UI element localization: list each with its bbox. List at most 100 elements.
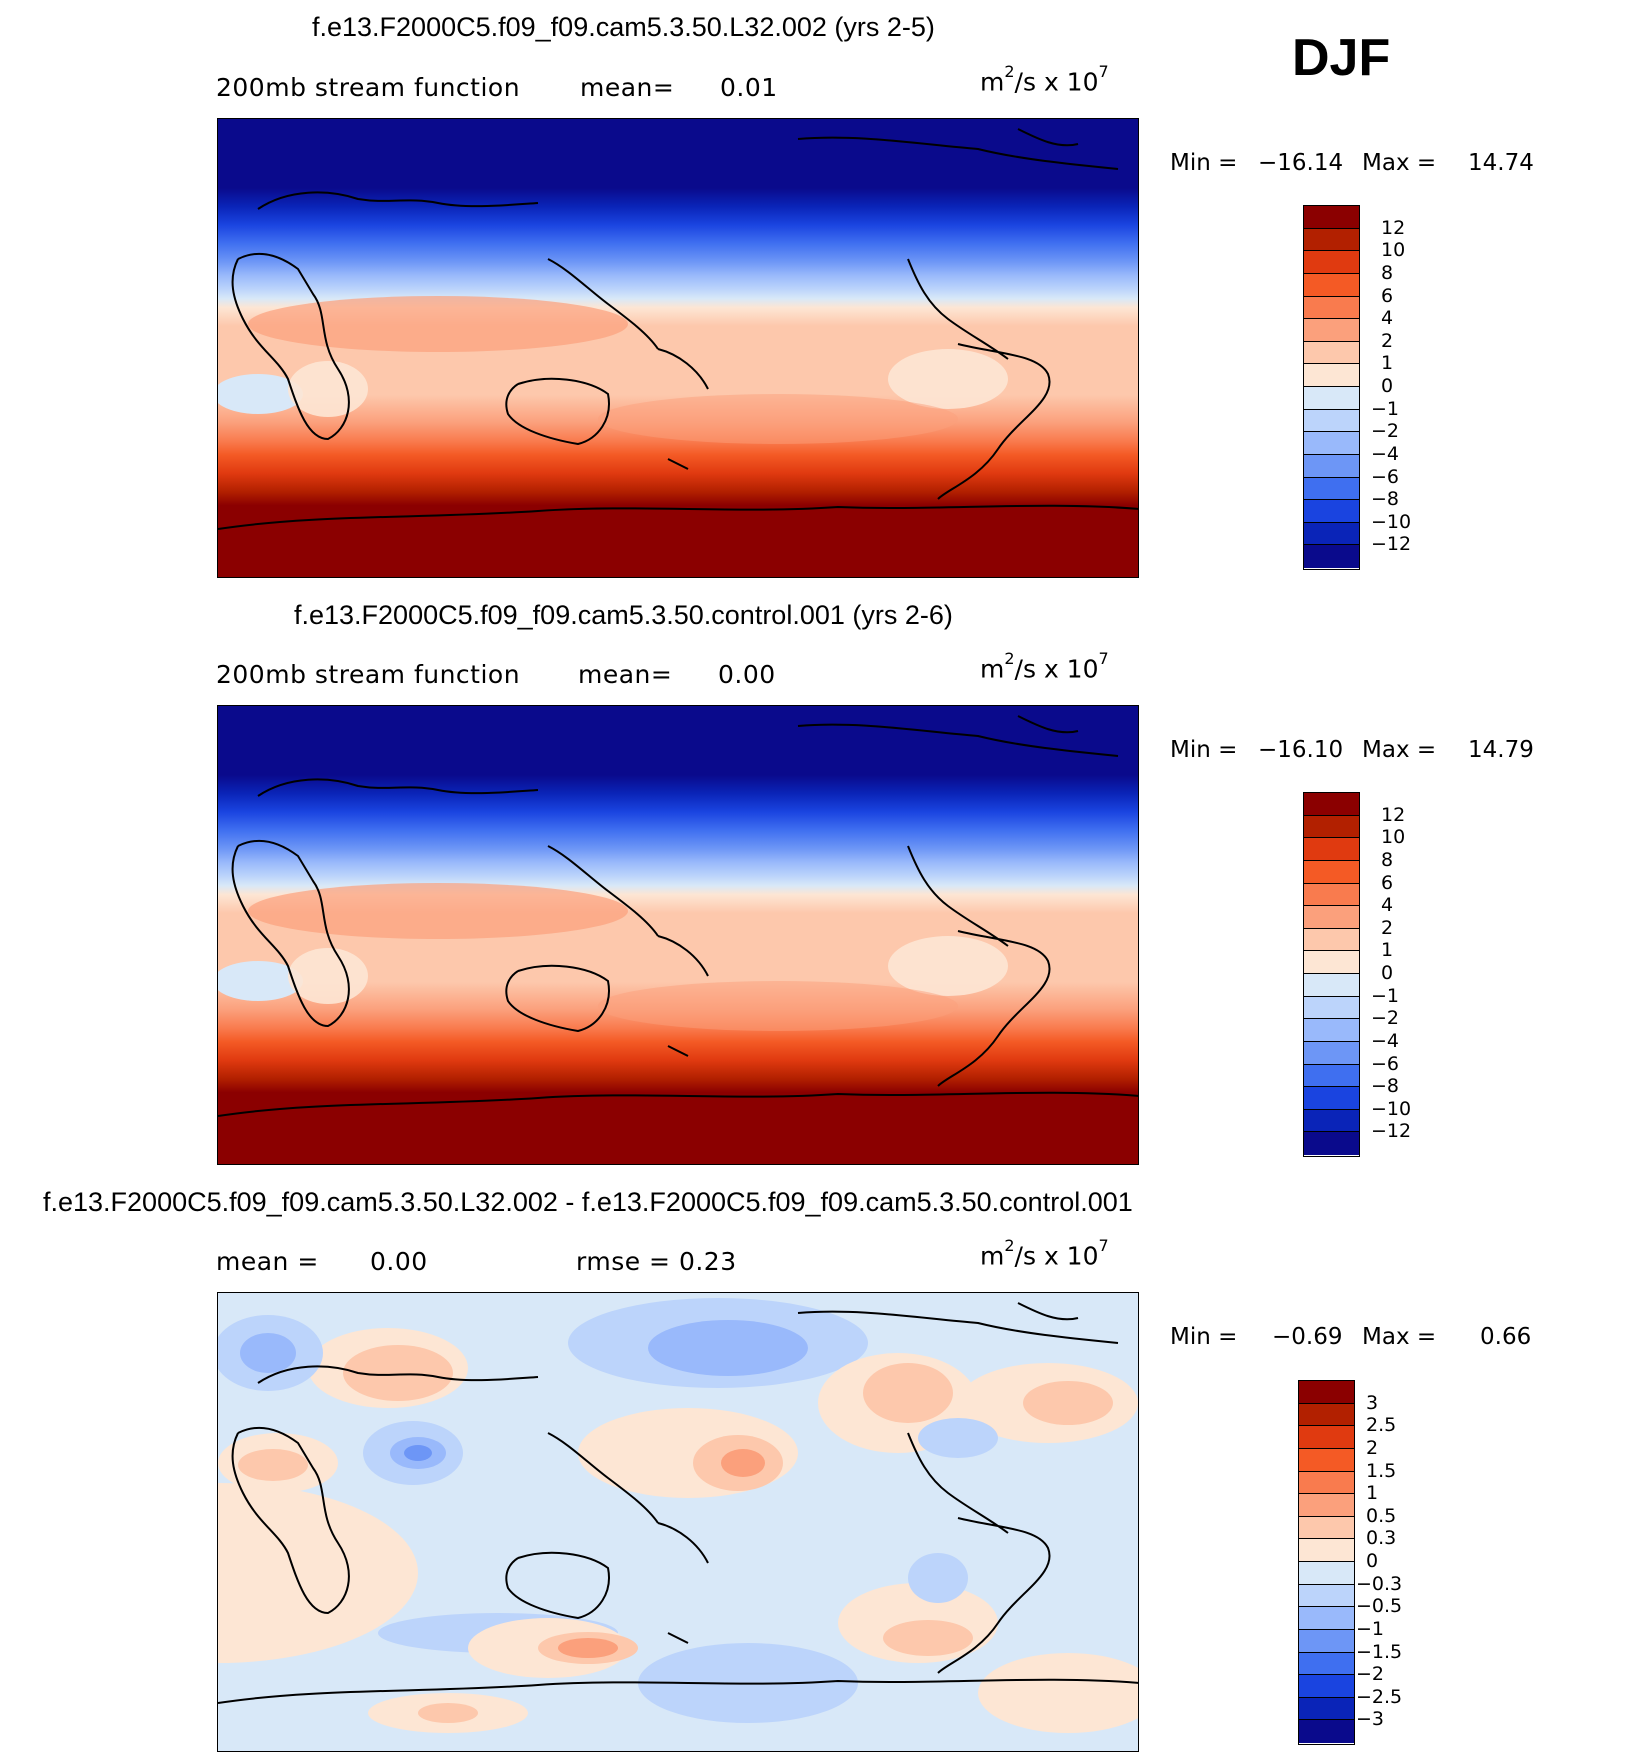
colorbar-segment xyxy=(1304,341,1359,365)
colorbar-segment xyxy=(1304,432,1359,455)
colorbar-tick-label: −6 xyxy=(1371,465,1400,488)
colorbar-tick-label: −0.3 xyxy=(1356,1572,1403,1595)
colorbar-tick-label: 0 xyxy=(1381,962,1394,984)
colorbar-segment xyxy=(1304,996,1359,1020)
panel-3-units: m2/s x 107 xyxy=(980,1236,1109,1271)
panel-2-mean-label: mean= xyxy=(578,660,673,689)
colorbar-tick-label: 1 xyxy=(1381,352,1394,375)
colorbar-tick-label: 0 xyxy=(1381,375,1394,397)
colorbar-tick-label: 4 xyxy=(1381,307,1394,330)
colorbar-segment xyxy=(1304,273,1359,297)
colorbar-segment xyxy=(1304,815,1359,839)
panel-2-map xyxy=(217,705,1139,1165)
panel-2-title: f.e13.F2000C5.f09_f09.cam5.3.50.control.… xyxy=(294,600,953,630)
panel-2-colorbar-labels: 12 10 8 6 4 2 1 0 −1 −2 −4 −6 −8 −10 −12 xyxy=(1371,792,1461,1157)
colorbar-segment xyxy=(1304,1041,1359,1065)
panel-3-mean-label: mean = xyxy=(216,1247,319,1276)
colorbar-tick-label: −2 xyxy=(1371,1007,1400,1030)
panel-2-min-value: −16.10 xyxy=(1258,737,1344,763)
panel-1-variable-label: 200mb stream function xyxy=(216,73,521,102)
panel-2-max-value: 14.79 xyxy=(1468,737,1534,763)
colorbar-tick-label: 10 xyxy=(1381,239,1406,262)
colorbar-segment xyxy=(1304,838,1359,861)
panel-1-max-value: 14.74 xyxy=(1468,150,1534,176)
panel-3-colorbar-labels: 3 2.5 2 1.5 1 0.5 0.3 0 −0.3 −0.5 −1 −1.5 −2 −2.5 −3 xyxy=(1356,1380,1446,1745)
colorbar-segment xyxy=(1304,364,1359,387)
colorbar-segment xyxy=(1304,883,1359,907)
panel-2-mean-value: 0.00 xyxy=(718,660,776,689)
panel-1-min-value: −16.14 xyxy=(1258,150,1344,176)
panel-1-map-svg xyxy=(218,119,1138,577)
colorbar-segment xyxy=(1304,1064,1359,1088)
colorbar-segment xyxy=(1304,974,1359,997)
colorbar-segment xyxy=(1304,206,1359,229)
colorbar-tick-label: −1 xyxy=(1356,1617,1385,1640)
colorbar-segment xyxy=(1304,1132,1359,1155)
colorbar-segment xyxy=(1299,1381,1354,1404)
colorbar-tick-label: −0.5 xyxy=(1356,1595,1403,1618)
colorbar-tick-label: −12 xyxy=(1371,1120,1412,1143)
colorbar-tick-label: −1 xyxy=(1371,984,1400,1007)
colorbar-segment xyxy=(1299,1562,1354,1585)
panel-2-min-label: Min = xyxy=(1170,737,1238,763)
colorbar-tick-label: 8 xyxy=(1381,261,1394,284)
colorbar-tick-label: −1 xyxy=(1371,397,1400,420)
colorbar-tick-label: −1.5 xyxy=(1356,1640,1403,1663)
colorbar-segment xyxy=(1299,1448,1354,1472)
panel-1-map xyxy=(217,118,1139,578)
colorbar-tick-label: 2 xyxy=(1381,329,1394,352)
colorbar-tick-label: −4 xyxy=(1371,1029,1400,1052)
colorbar-segment xyxy=(1304,545,1359,568)
colorbar-tick-label: 10 xyxy=(1381,826,1406,849)
colorbar-tick-label: −8 xyxy=(1371,488,1400,511)
colorbar-segment xyxy=(1304,251,1359,274)
panel-1-mean-value: 0.01 xyxy=(720,73,778,102)
colorbar-tick-label: 2 xyxy=(1366,1436,1379,1459)
colorbar-tick-label: −12 xyxy=(1371,533,1412,556)
colorbar-segment xyxy=(1304,522,1359,546)
colorbar-segment xyxy=(1299,1403,1354,1427)
colorbar-tick-label: 2 xyxy=(1381,916,1394,939)
panel-1-max-label: Max = xyxy=(1362,150,1437,176)
panel-2-max-label: Max = xyxy=(1362,737,1437,763)
panel-1-min-label: Min = xyxy=(1170,150,1238,176)
colorbar-segment xyxy=(1304,793,1359,816)
panel-1-mean-label: mean= xyxy=(580,73,675,102)
colorbar-segment xyxy=(1299,1697,1354,1721)
colorbar-tick-label: −3 xyxy=(1356,1708,1385,1731)
panel-1-title: f.e13.F2000C5.f09_f09.cam5.3.50.L32.002 … xyxy=(312,12,935,42)
colorbar-segment xyxy=(1299,1539,1354,1562)
colorbar-tick-label: 0 xyxy=(1366,1550,1379,1572)
colorbar-segment xyxy=(1304,319,1359,342)
panel-2-variable-label: 200mb stream function xyxy=(216,660,521,689)
colorbar-tick-label: −10 xyxy=(1371,510,1412,533)
colorbar-segment xyxy=(1299,1426,1354,1449)
panel-3-max-label: Max = xyxy=(1362,1324,1437,1350)
colorbar-segment xyxy=(1304,228,1359,252)
colorbar-tick-label: −4 xyxy=(1371,442,1400,465)
colorbar-tick-label: 6 xyxy=(1381,284,1394,307)
colorbar-tick-label: 1 xyxy=(1366,1482,1379,1505)
colorbar-segment xyxy=(1304,296,1359,320)
colorbar-segment xyxy=(1304,409,1359,433)
colorbar-segment xyxy=(1304,928,1359,952)
season-label: DJF xyxy=(1292,29,1391,87)
colorbar-tick-label: −2 xyxy=(1356,1663,1385,1686)
colorbar-tick-label: 0.3 xyxy=(1366,1527,1397,1550)
colorbar-segment xyxy=(1304,1087,1359,1110)
colorbar-segment xyxy=(1299,1720,1354,1743)
colorbar-tick-label: 8 xyxy=(1381,848,1394,871)
panel-3-colorbar: 3 2.5 2 1.5 1 0.5 0.3 0 −0.3 −0.5 −1 −1.5 −2 −2.5 −3 xyxy=(1298,1380,1402,1745)
colorbar-tick-label: 4 xyxy=(1381,894,1394,917)
panel-3-map-svg xyxy=(218,1293,1138,1751)
panel-2-map-svg xyxy=(218,706,1138,1164)
panel-2-colorbar: 12 10 8 6 4 2 1 0 −1 −2 −4 −6 −8 −10 −12 xyxy=(1303,792,1411,1157)
colorbar-tick-label: 1.5 xyxy=(1366,1459,1397,1482)
panel-3-title: f.e13.F2000C5.f09_f09.cam5.3.50.L32.002 … xyxy=(43,1187,1133,1217)
colorbar-segment xyxy=(1304,454,1359,478)
panel-3-rmse: rmse = 0.23 xyxy=(576,1247,737,1276)
colorbar-tick-label: −6 xyxy=(1371,1052,1400,1075)
colorbar-tick-label: 3 xyxy=(1366,1391,1379,1414)
colorbar-tick-label: 12 xyxy=(1381,803,1406,826)
colorbar-segment xyxy=(1299,1675,1354,1698)
